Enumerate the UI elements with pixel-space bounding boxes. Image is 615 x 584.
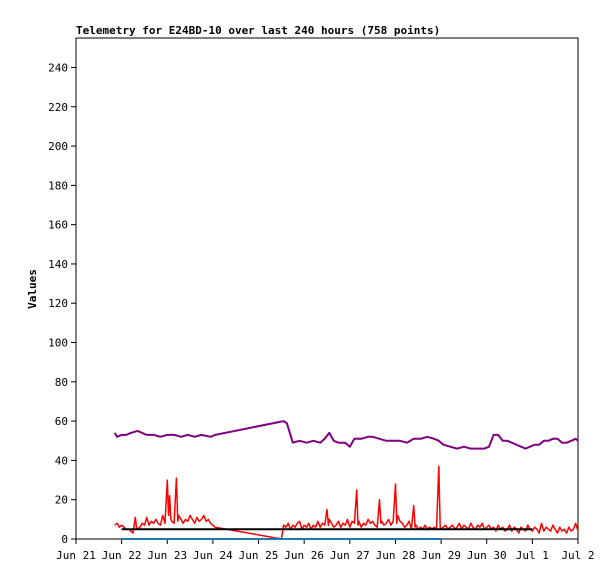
x-tick-label: Jun 25 [239,549,279,562]
series-line-1 [113,420,579,450]
x-tick-label: Jul 2 [561,549,594,562]
series-line-2 [114,465,579,540]
x-tick-label: Jun 28 [376,549,416,562]
y-tick-label: 80 [55,376,68,389]
y-tick-label: 40 [55,454,68,467]
y-tick-label: 0 [61,533,68,546]
series-layer [113,420,579,540]
plot-area [75,37,579,540]
x-tick-label: Jun 26 [284,549,324,562]
y-tick-label: 240 [48,61,68,74]
x-tick-label: Jun 30 [467,549,507,562]
y-axis-title: Values [26,269,39,309]
y-tick-label: 20 [55,494,68,507]
x-tick-label: Jun 23 [147,549,187,562]
y-tick-label: 140 [48,258,68,271]
x-tick-label: Jun 27 [330,549,370,562]
y-tick-label: 200 [48,140,68,153]
y-tick-label: 120 [48,297,68,310]
x-tick-label: Jun 24 [193,549,233,562]
y-tick-label: 220 [48,101,68,114]
y-tick-label: 180 [48,179,68,192]
x-tick-label: Jul 1 [516,549,549,562]
y-axis: 0 20 40 60 80 100 120 140 160 180 200 220 240 [48,61,76,546]
x-axis: Jun 21 Jun 22 Jun 23 Jun 24 Jun 25 Jun 26 Jun … [56,539,595,562]
x-tick-label: Jun 21 [56,549,96,562]
y-tick-label: 100 [48,337,68,350]
y-tick-label: 160 [48,219,68,232]
x-tick-label: Jun 22 [102,549,142,562]
y-tick-label: 60 [55,415,68,428]
chart-title: Telemetry for E24BD-10 over last 240 hou… [76,24,440,37]
x-tick-label: Jun 29 [421,549,461,562]
